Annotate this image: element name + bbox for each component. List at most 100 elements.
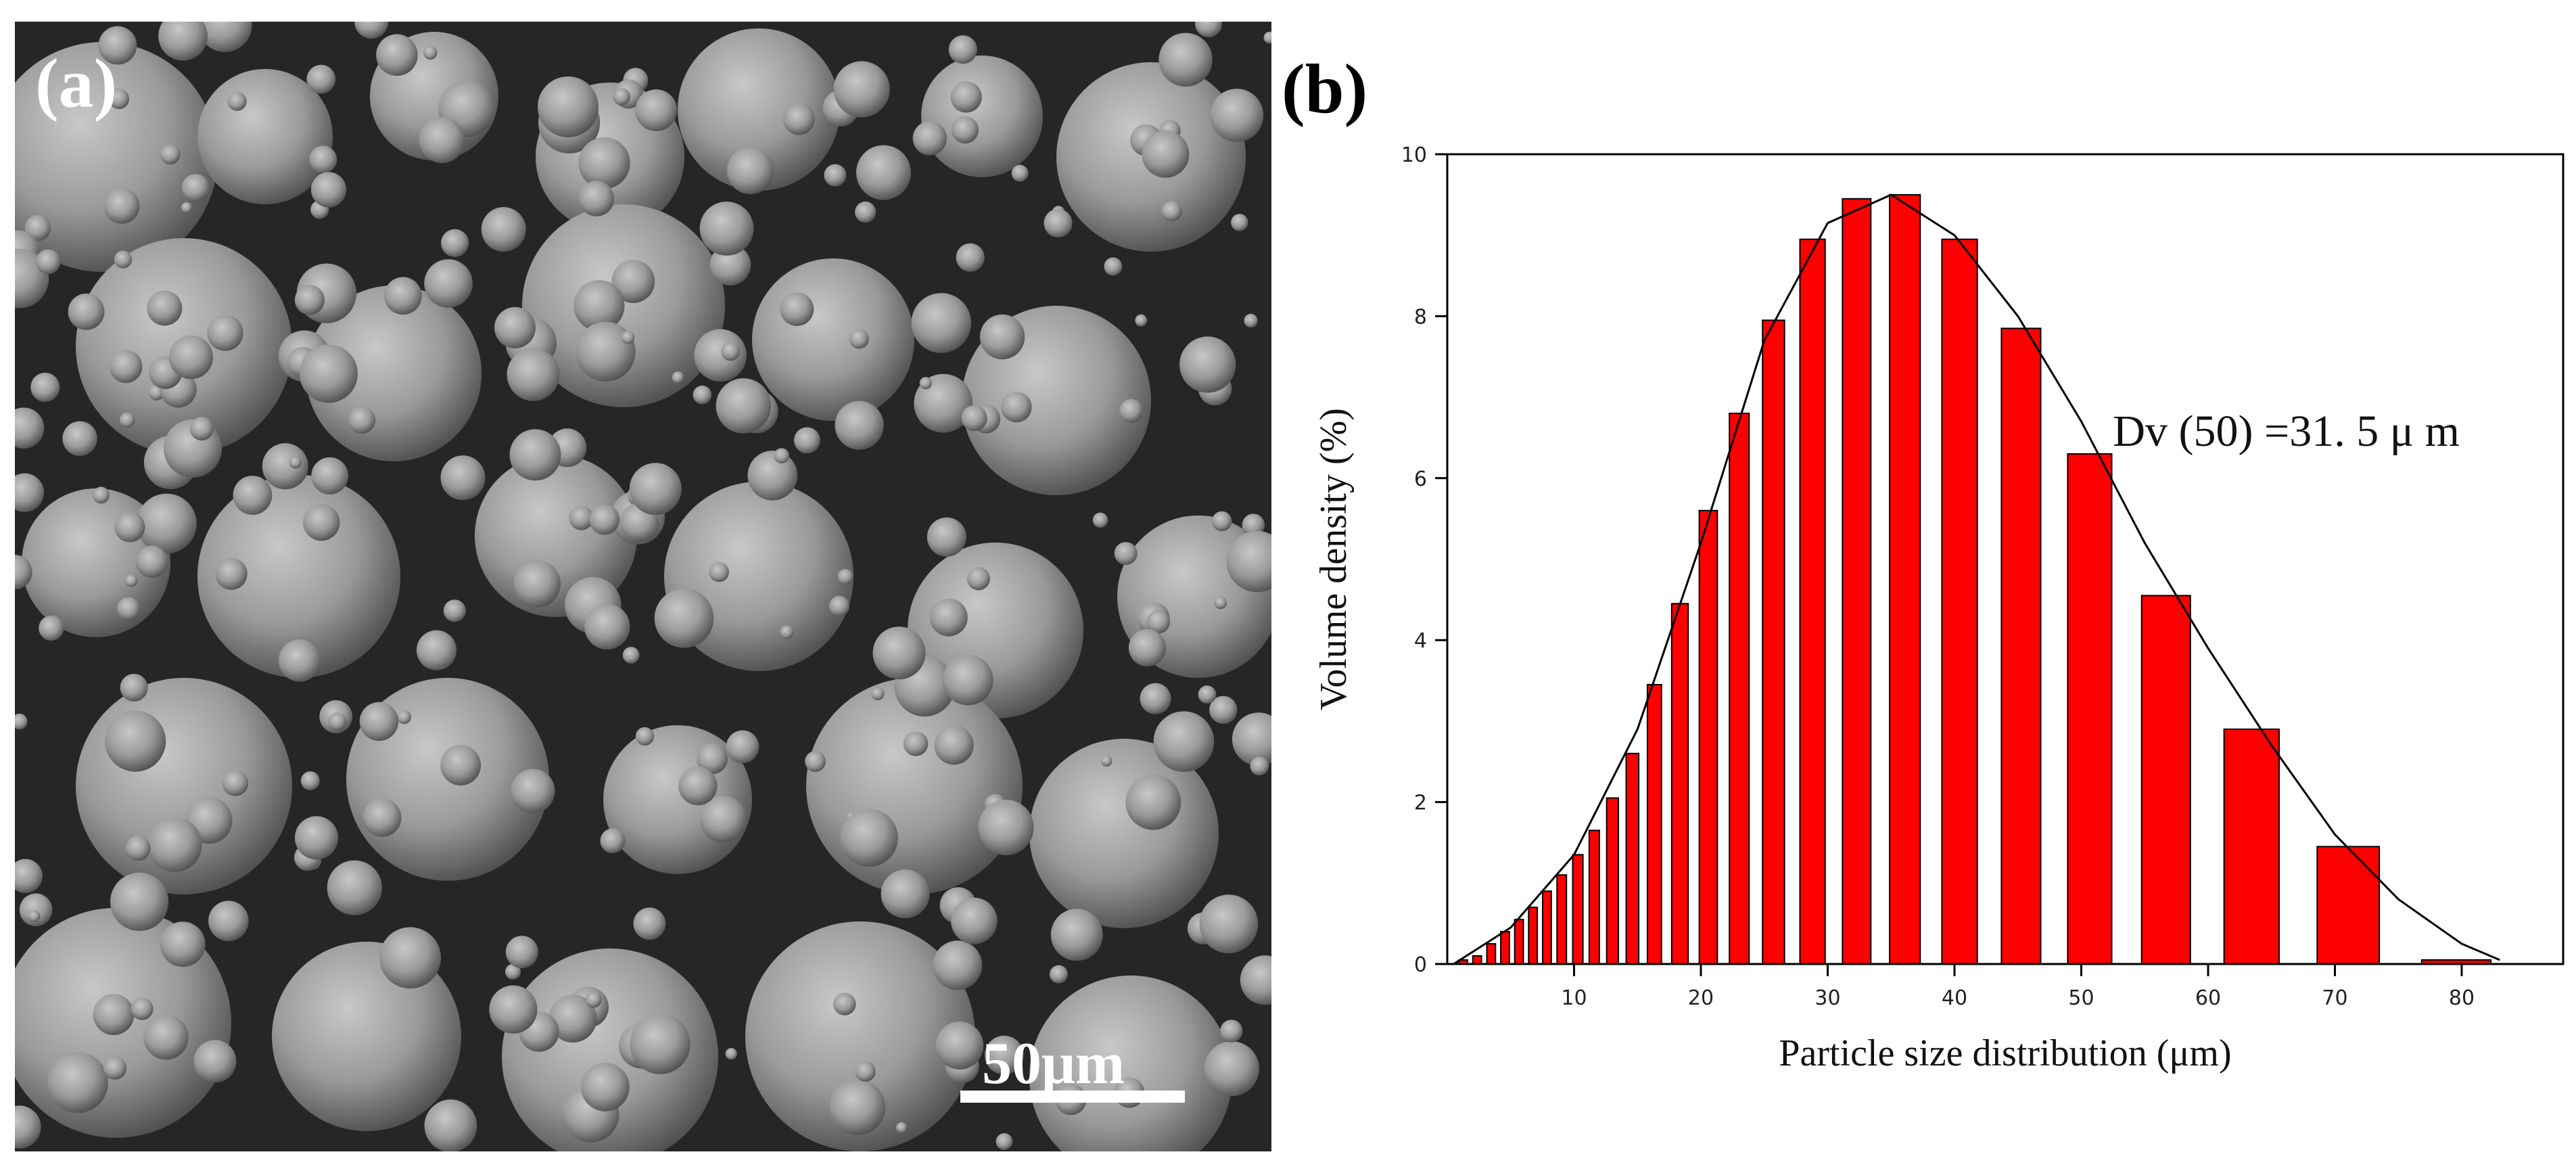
powder-particle xyxy=(1161,201,1182,222)
histogram-bar-4 xyxy=(1514,919,1524,965)
powder-particle xyxy=(833,992,856,1015)
powder-particle xyxy=(697,743,728,775)
powder-particle xyxy=(774,448,789,463)
histogram-bar-25 xyxy=(2316,846,2381,965)
plot-frame xyxy=(1446,153,2565,965)
powder-particle xyxy=(110,872,169,932)
powder-particle xyxy=(966,567,990,591)
powder-particle xyxy=(215,557,248,590)
powder-particle xyxy=(911,293,972,353)
powder-particle xyxy=(1198,685,1217,704)
powder-particle xyxy=(1263,31,1271,44)
histogram-bar-23 xyxy=(2140,595,2191,965)
powder-particle xyxy=(509,429,561,481)
powder-particle xyxy=(726,730,759,764)
powder-particle xyxy=(828,595,850,617)
powder-particle xyxy=(548,994,597,1043)
powder-particle xyxy=(189,417,214,441)
powder-particle xyxy=(103,1056,127,1080)
powder-particle xyxy=(30,372,60,403)
powder-particle xyxy=(1209,695,1238,725)
powder-particle xyxy=(19,893,53,927)
powder-particle xyxy=(98,26,137,65)
powder-particle xyxy=(289,456,302,469)
powder-particle xyxy=(15,1105,41,1149)
powder-particle xyxy=(856,145,911,200)
powder-particle xyxy=(725,1048,738,1060)
powder-particle xyxy=(441,229,469,257)
powder-particle xyxy=(505,963,521,980)
powder-particle xyxy=(15,42,218,272)
powder-particle xyxy=(109,350,143,384)
powder-particle xyxy=(833,61,890,118)
powder-particle xyxy=(15,555,32,589)
powder-particle xyxy=(1195,22,1223,38)
powder-particle xyxy=(912,121,947,156)
powder-particle xyxy=(511,769,555,813)
powder-particle xyxy=(1001,392,1032,423)
powder-particle xyxy=(15,407,45,449)
bars-layer xyxy=(1458,193,2492,965)
powder-particle xyxy=(903,731,929,756)
powder-particle xyxy=(362,798,402,837)
powder-particle xyxy=(108,89,130,110)
y-tick-label: 8 xyxy=(1414,305,1427,329)
powder-particle xyxy=(672,371,684,384)
powder-particle xyxy=(805,751,826,772)
powder-particle xyxy=(227,91,247,111)
powder-particle xyxy=(919,377,932,390)
powder-particle xyxy=(935,1022,984,1070)
powder-particle xyxy=(440,745,481,785)
powder-particle xyxy=(137,493,197,554)
panel-a-label: (a) xyxy=(35,45,118,122)
powder-particle xyxy=(348,406,376,434)
powder-particle xyxy=(1050,909,1103,961)
powder-particle xyxy=(1135,314,1148,327)
powder-particle xyxy=(440,455,486,501)
x-tick-label: 70 xyxy=(2322,986,2347,1010)
powder-particle xyxy=(397,710,411,725)
powder-particle xyxy=(147,817,202,872)
powder-particle xyxy=(262,443,308,490)
powder-particle xyxy=(934,725,974,765)
powder-particle xyxy=(1199,894,1259,954)
powder-particle xyxy=(303,504,340,541)
fit-curve xyxy=(1453,193,2500,965)
powder-particle xyxy=(28,910,41,922)
powder-particle xyxy=(310,172,347,208)
powder-particle xyxy=(573,280,625,331)
powder-particle xyxy=(193,1040,237,1083)
powder-particle xyxy=(1210,89,1264,142)
powder-particle xyxy=(837,569,853,584)
powder-particle xyxy=(896,1122,908,1134)
powder-particle xyxy=(47,1052,108,1114)
powder-particle xyxy=(294,816,339,860)
powder-particle xyxy=(849,329,869,349)
powder-particle xyxy=(914,373,973,433)
powder-particle xyxy=(300,771,320,791)
powder-particle xyxy=(584,603,630,650)
powder-particle xyxy=(494,306,536,348)
powder-particle xyxy=(1179,336,1236,393)
histogram-bar-8 xyxy=(1572,854,1584,965)
powder-particle xyxy=(416,630,457,670)
powder-particle xyxy=(424,259,473,308)
powder-particle xyxy=(68,293,105,330)
powder-particle xyxy=(131,997,154,1020)
powder-particle xyxy=(747,451,798,501)
powder-particle xyxy=(311,457,349,495)
scale-bar-label: 50μm xyxy=(982,1031,1125,1097)
powder-particle xyxy=(635,727,655,746)
powder-particle xyxy=(15,473,44,512)
histogram-bar-14 xyxy=(1698,509,1718,965)
histogram-bar-19 xyxy=(1889,193,1921,965)
powder-particle xyxy=(1125,774,1181,830)
x-tick-label: 40 xyxy=(1942,986,1967,1010)
powder-particle xyxy=(585,991,602,1008)
powder-particle xyxy=(933,940,983,990)
powder-particle xyxy=(726,147,774,195)
powder-particle xyxy=(119,412,135,428)
powder-particle xyxy=(1250,756,1269,776)
powder-particle xyxy=(956,243,985,272)
powder-particle xyxy=(700,796,747,843)
